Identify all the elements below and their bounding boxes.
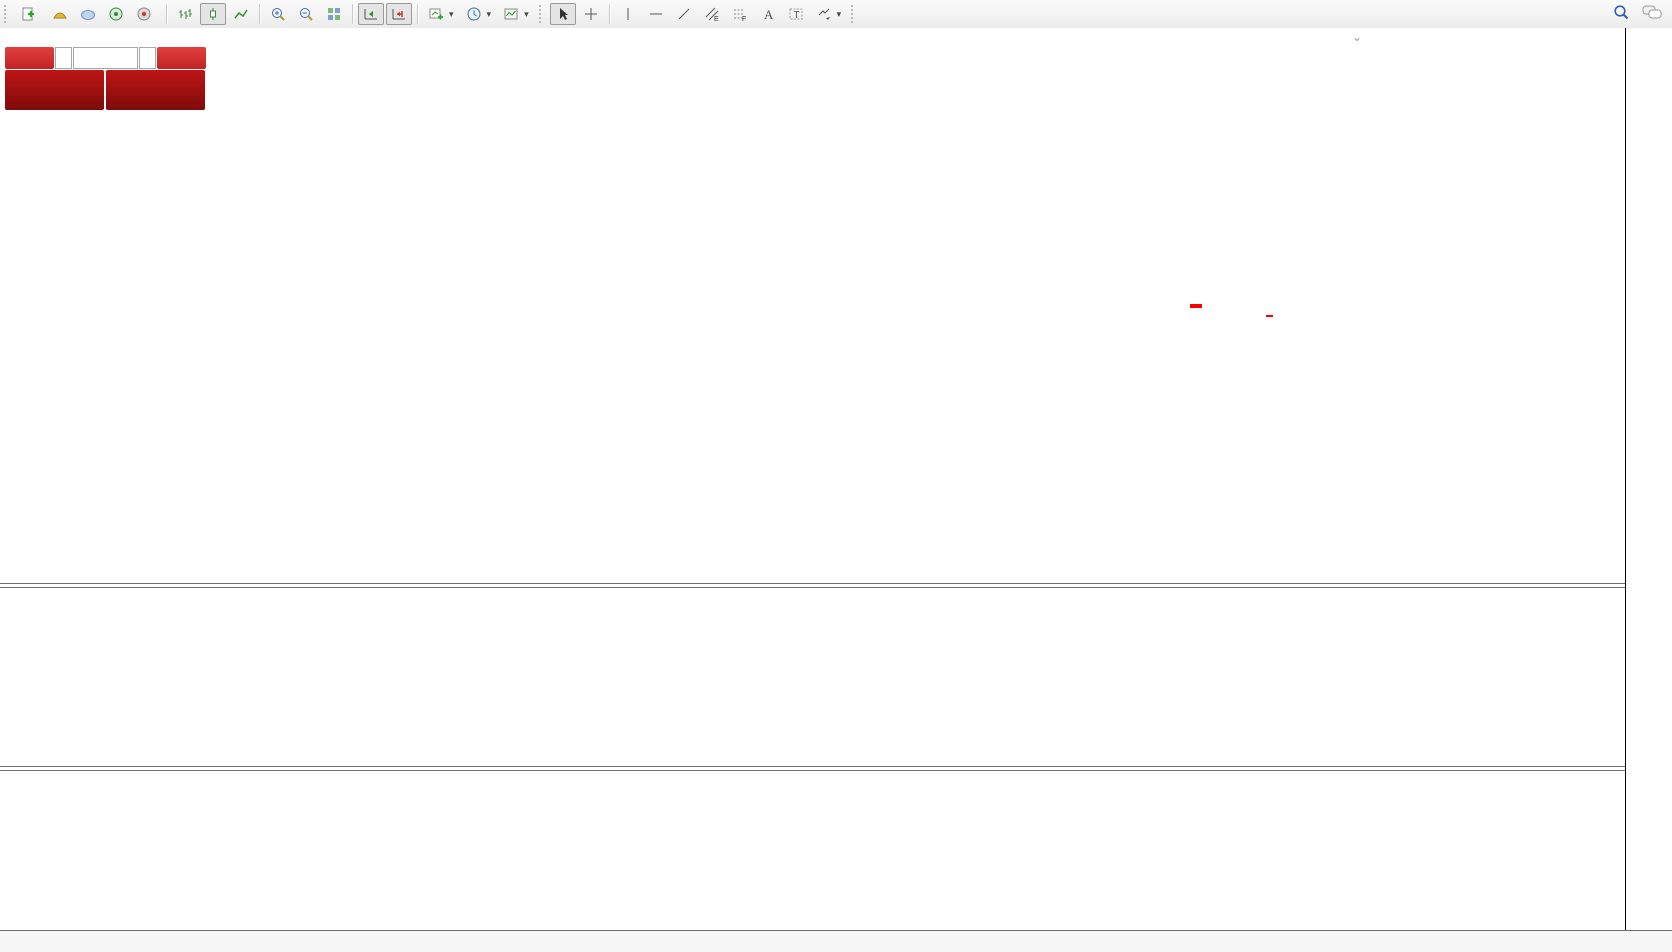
separator — [608, 4, 610, 24]
candle-chart-icon — [205, 6, 221, 22]
horizontal-line-icon — [648, 6, 664, 22]
vline-tool-button[interactable] — [615, 3, 641, 25]
zoom-out-icon — [298, 6, 314, 22]
buy-price-button[interactable] — [106, 70, 205, 110]
robot-icon — [136, 6, 152, 22]
volume-input[interactable] — [72, 47, 139, 69]
separator — [417, 4, 418, 24]
fibonacci-icon: F — [732, 6, 748, 22]
symbol-info — [6, 32, 30, 44]
zoom-in-button[interactable] — [265, 3, 291, 25]
main-price-chart[interactable] — [0, 28, 1626, 583]
new-order-icon — [20, 6, 36, 22]
macd-indicator-label — [4, 588, 19, 600]
buy-button[interactable] — [157, 47, 206, 69]
bar-chart-button[interactable] — [172, 3, 198, 25]
rsi-indicator-label — [4, 772, 14, 784]
zoom-in-icon — [270, 6, 286, 22]
text-icon: A — [760, 6, 776, 22]
hline-tool-button[interactable] — [643, 3, 669, 25]
shapes-icon — [816, 6, 832, 22]
separator — [166, 4, 167, 24]
svg-text:A: A — [764, 7, 774, 22]
fibonacci-tool-button[interactable]: F — [727, 3, 753, 25]
annotation-price-box[interactable] — [1190, 304, 1202, 308]
macd-panel[interactable] — [0, 586, 1626, 766]
separator — [259, 4, 260, 24]
crosshair-icon — [583, 6, 599, 22]
price-axis[interactable] — [1626, 28, 1672, 930]
volume-decrease-button[interactable] — [54, 47, 72, 69]
signals-button[interactable] — [103, 3, 129, 25]
new-order-button[interactable] — [15, 3, 45, 25]
tile-windows-button[interactable] — [321, 3, 347, 25]
svg-text:F: F — [742, 16, 746, 22]
text-label-icon: T — [788, 6, 804, 22]
trendline-tool-button[interactable] — [671, 3, 697, 25]
shapes-button[interactable]: ▾ — [811, 3, 847, 25]
one-click-trading-panel — [5, 47, 206, 110]
volume-increase-button[interactable] — [139, 47, 157, 69]
bar-chart-icon — [177, 6, 193, 22]
toolbar-grip[interactable] — [851, 5, 858, 23]
channel-icon: E — [704, 6, 720, 22]
sell-price-button[interactable] — [5, 70, 104, 110]
trend-line-icon — [676, 6, 692, 22]
dropdown-arrow-icon: ▾ — [449, 8, 454, 19]
toolbar-grip[interactable] — [4, 5, 11, 23]
crosshair-button[interactable] — [578, 3, 604, 25]
panel-divider[interactable] — [0, 766, 1672, 771]
dropdown-arrow-icon: ▾ — [524, 8, 529, 19]
toolbar-right — [1613, 4, 1662, 24]
line-chart-icon — [233, 6, 249, 22]
candle-chart-button[interactable] — [200, 3, 226, 25]
toolbar-grip[interactable] — [538, 5, 546, 23]
hat-icon — [52, 6, 68, 22]
autotrade-button[interactable] — [131, 3, 161, 25]
tile-windows-icon — [326, 6, 342, 22]
text-tool-button[interactable]: A — [755, 3, 781, 25]
new-chart-icon — [428, 6, 444, 22]
chat-icon[interactable] — [1642, 4, 1662, 24]
cursor-arrow-icon — [555, 6, 571, 22]
auto-scroll-icon — [391, 6, 407, 22]
svg-text:E: E — [714, 16, 719, 22]
periods-button[interactable]: ▾ — [461, 3, 497, 25]
search-icon[interactable] — [1613, 4, 1630, 24]
market-button[interactable] — [75, 3, 101, 25]
panel-divider[interactable] — [0, 583, 1672, 588]
dropdown-arrow-icon: ▾ — [836, 8, 842, 19]
dropdown-arrow-icon: ▾ — [486, 8, 492, 19]
vertical-line-icon — [620, 6, 636, 22]
templates-button[interactable]: ▾ — [498, 3, 534, 25]
metaeditor-button[interactable] — [47, 3, 73, 25]
radar-icon — [108, 6, 124, 22]
auto-scroll-button[interactable] — [386, 3, 412, 25]
main-toolbar: ▾ ▾ ▾ E F A T ▾ — [0, 0, 1672, 29]
time-axis[interactable] — [0, 930, 1672, 952]
chart-shift-marker: ⌄ — [1352, 30, 1363, 44]
new-chart-button[interactable]: ▾ — [423, 3, 459, 25]
separator — [352, 4, 353, 24]
label-tool-button[interactable]: T — [783, 3, 809, 25]
price-axis-edge — [1625, 28, 1626, 930]
chart-shift-icon — [363, 6, 379, 22]
chart-window[interactable]: ⌄ — [0, 28, 1672, 952]
chart-shift-button[interactable] — [358, 3, 384, 25]
annotation-connector — [1266, 315, 1273, 317]
channel-tool-button[interactable]: E — [699, 3, 725, 25]
sell-button[interactable] — [5, 47, 54, 69]
rsi-panel[interactable] — [0, 769, 1626, 930]
zoom-out-button[interactable] — [293, 3, 319, 25]
template-icon — [503, 6, 519, 22]
clock-icon — [466, 6, 482, 22]
cloud-icon — [80, 6, 96, 22]
svg-text:T: T — [793, 10, 799, 21]
line-chart-button[interactable] — [228, 3, 254, 25]
cursor-button[interactable] — [549, 3, 576, 25]
